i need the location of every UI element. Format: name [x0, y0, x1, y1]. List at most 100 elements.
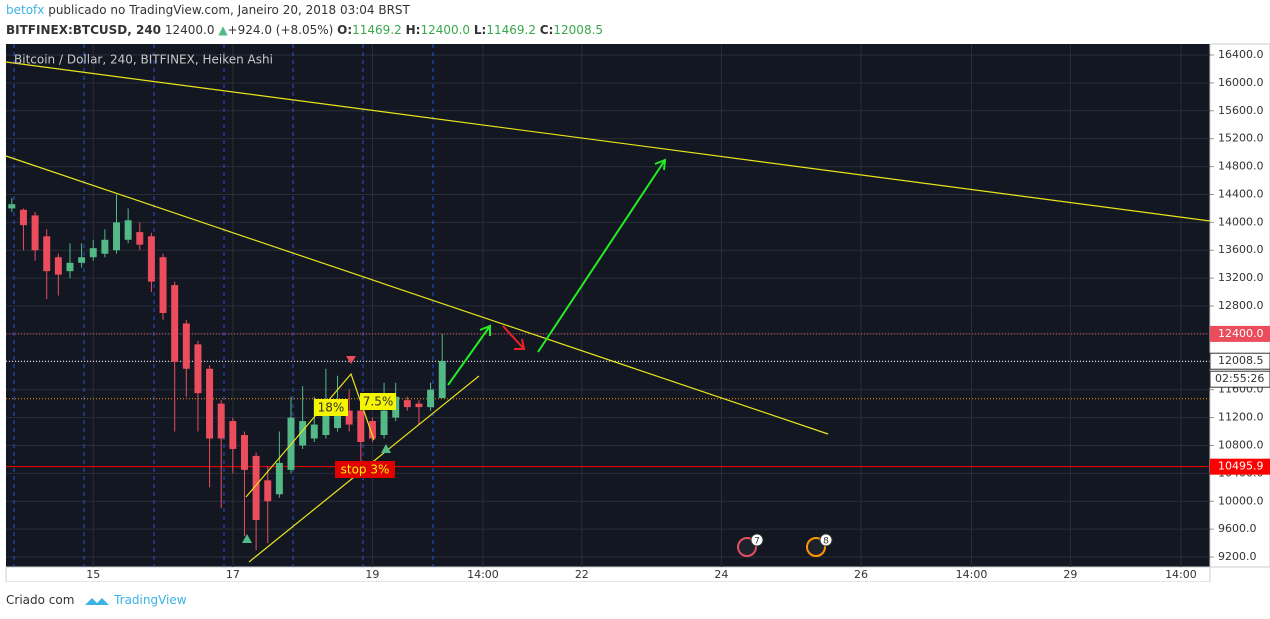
- y-tick-label: 9600.0: [1218, 522, 1257, 535]
- y-axis-bg: [1209, 43, 1270, 568]
- projection-path: [245, 372, 375, 498]
- x-tick-label: 15: [86, 568, 100, 581]
- header: betofx publicado no TradingView.com, Jan…: [6, 3, 604, 37]
- plot-bg: [6, 44, 1210, 567]
- price-label-bg: [1209, 352, 1270, 370]
- brand[interactable]: TradingView: [114, 593, 187, 607]
- candle-body: [66, 262, 74, 272]
- candle-body: [275, 462, 283, 495]
- candle-body: [159, 257, 167, 313]
- candle-body: [322, 410, 330, 436]
- candle-body: [310, 424, 318, 439]
- y-tick-label: 9200.0: [1218, 550, 1257, 563]
- event-badge[interactable]: 7: [737, 533, 764, 557]
- x-tick-label: 22: [575, 568, 589, 581]
- candle-body: [31, 215, 39, 251]
- logo: [85, 597, 110, 605]
- candle-body: [380, 410, 388, 436]
- candle-body: [194, 344, 202, 394]
- y-tick-label: 15600.0: [1218, 104, 1264, 117]
- x-tick-label: 24: [714, 568, 728, 581]
- arrow: [537, 159, 666, 353]
- y-tick-label: 14400.0: [1218, 187, 1264, 200]
- candle-body: [113, 222, 121, 251]
- h: 12400.0: [420, 23, 471, 37]
- y-tick-label: 13200.0: [1218, 271, 1264, 284]
- y-tick-label: 16000.0: [1218, 76, 1264, 89]
- candle-body: [403, 400, 411, 408]
- candle-body: [368, 421, 376, 439]
- candle-body: [299, 421, 307, 446]
- candle-body: [427, 389, 435, 408]
- candle-body: [147, 236, 155, 282]
- created: Criado com: [6, 593, 75, 607]
- change: +924.0 (+8.05%): [227, 23, 334, 37]
- x-tick-label: 14:00: [1165, 568, 1197, 581]
- candle-body: [345, 410, 353, 425]
- price-label: 12008.5: [1218, 354, 1264, 367]
- arrow-head: [514, 338, 526, 350]
- c: 12008.5: [553, 23, 604, 37]
- candle-body: [438, 361, 446, 399]
- candle-body: [43, 236, 51, 272]
- o-label: O:: [337, 23, 353, 37]
- event-count: 8: [823, 537, 829, 547]
- footer: Criado com TradingView: [6, 593, 187, 607]
- y-tick-label: 10000.0: [1218, 494, 1264, 507]
- symbol: BITFINEX:BTCUSD, 240: [6, 23, 162, 37]
- y-tick-label: 14800.0: [1218, 160, 1264, 173]
- arrow: [502, 325, 525, 350]
- price-label: 10495.9: [1218, 460, 1264, 473]
- annotation-box: [360, 393, 396, 410]
- event-count-bg: [819, 533, 833, 547]
- arrow: [447, 325, 491, 386]
- published: publicado no TradingView.com, Janeiro 20…: [48, 3, 410, 17]
- trend-line: [5, 61, 1211, 222]
- y-tick-label: 16400.0: [1218, 48, 1264, 61]
- candle-body: [54, 257, 62, 275]
- y-tick-label: 13600.0: [1218, 243, 1264, 256]
- price-label-bg: [1210, 458, 1270, 475]
- x-tick-label: 19: [365, 568, 379, 581]
- event-badge[interactable]: 8: [806, 533, 833, 557]
- c-label: C:: [539, 23, 554, 37]
- h-label: H:: [405, 23, 421, 37]
- event-count: 7: [754, 537, 760, 547]
- candle-body: [8, 204, 16, 209]
- buy-marker: [381, 444, 391, 453]
- x-axis-bg: [5, 566, 1211, 582]
- candle-body: [229, 421, 237, 449]
- y-tick-label: 15200.0: [1218, 132, 1264, 145]
- candle-body: [19, 209, 27, 226]
- candle-body: [357, 410, 365, 442]
- candle-body: [182, 323, 190, 369]
- x-tick-label: 17: [226, 568, 240, 581]
- price-label-bg: [1210, 325, 1270, 342]
- candle-body: [206, 368, 214, 439]
- candle-body: [217, 403, 225, 439]
- candle-body: [124, 220, 132, 240]
- chart: 18% 7.5% stop 3% 7 8 Bitcoin / Dollar, 2…: [5, 43, 1270, 582]
- event-count-bg: [750, 533, 764, 547]
- buy-marker: [242, 534, 252, 543]
- candle-body: [252, 455, 260, 521]
- chart-title: Bitcoin / Dollar, 240, BITFINEX, Heiken …: [14, 53, 273, 67]
- candle-body: [264, 480, 272, 502]
- countdown: 02:55:26: [1215, 372, 1264, 385]
- annotation: stop 3%: [341, 463, 390, 477]
- countdown-bg: [1209, 370, 1270, 388]
- y-tick-label: 10800.0: [1218, 438, 1264, 451]
- author[interactable]: betofx: [6, 3, 45, 17]
- sell-marker: [346, 356, 356, 364]
- y-tick-label: 14000.0: [1218, 215, 1264, 228]
- last: 12400.0: [164, 23, 215, 37]
- annotation: 18%: [318, 401, 345, 415]
- candle-body: [240, 435, 248, 470]
- candle-body: [89, 248, 97, 258]
- y-tick-label: 11200.0: [1218, 411, 1264, 424]
- annotation: 7.5%: [363, 395, 394, 409]
- y-tick-label: 12800.0: [1218, 299, 1264, 312]
- x-tick-label: 29: [1063, 568, 1077, 581]
- candle-body: [78, 257, 86, 263]
